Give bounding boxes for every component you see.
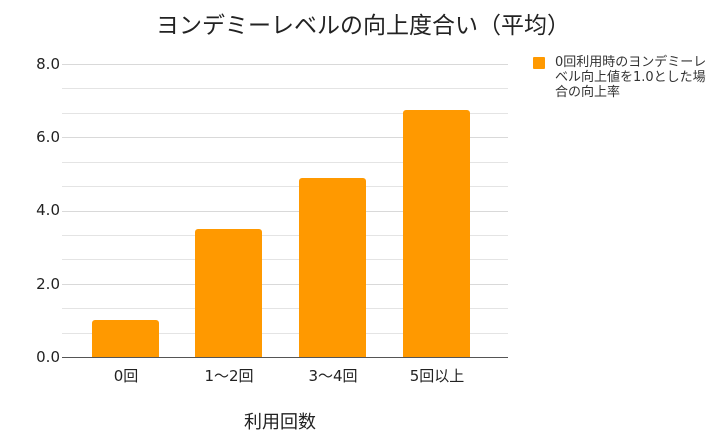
plot-area	[62, 64, 508, 358]
gridline	[62, 210, 508, 212]
x-axis-title: 利用回数	[244, 412, 316, 433]
y-tick-label: 6.0	[36, 128, 60, 146]
y-tick-label: 8.0	[36, 55, 60, 73]
y-tick-label: 2.0	[36, 275, 60, 293]
gridline	[62, 308, 508, 310]
gridline	[62, 283, 508, 285]
bar-5回以上[interactable]	[403, 109, 470, 357]
gridline	[62, 88, 508, 90]
gridline	[62, 234, 508, 236]
gridline	[62, 161, 508, 163]
y-tick-label: 0.0	[36, 348, 60, 366]
x-tick-label: 0回	[113, 367, 139, 385]
x-tick-label: 5回以上	[409, 367, 465, 385]
gridline	[62, 112, 508, 114]
gridline	[62, 137, 508, 139]
gridline	[62, 259, 508, 261]
legend-swatch-icon	[533, 57, 545, 69]
x-axis-line	[62, 357, 508, 358]
bar-1-2回[interactable]	[195, 228, 262, 357]
y-tick-label: 4.0	[36, 201, 60, 219]
bar-3-4回[interactable]	[299, 177, 366, 357]
x-tick-label: 3〜4回	[308, 367, 358, 385]
legend-label: 0回利用時のヨンデミーレベル向上値を1.0とした場合の向上率	[555, 55, 707, 100]
x-tick-label: 1〜2回	[204, 367, 254, 385]
chart-title: ヨンデミーレベルの向上度合い（平均）	[156, 13, 570, 39]
gridline	[62, 64, 508, 65]
bar-0回[interactable]	[92, 320, 159, 357]
gridline	[62, 186, 508, 187]
gridline	[62, 332, 508, 334]
